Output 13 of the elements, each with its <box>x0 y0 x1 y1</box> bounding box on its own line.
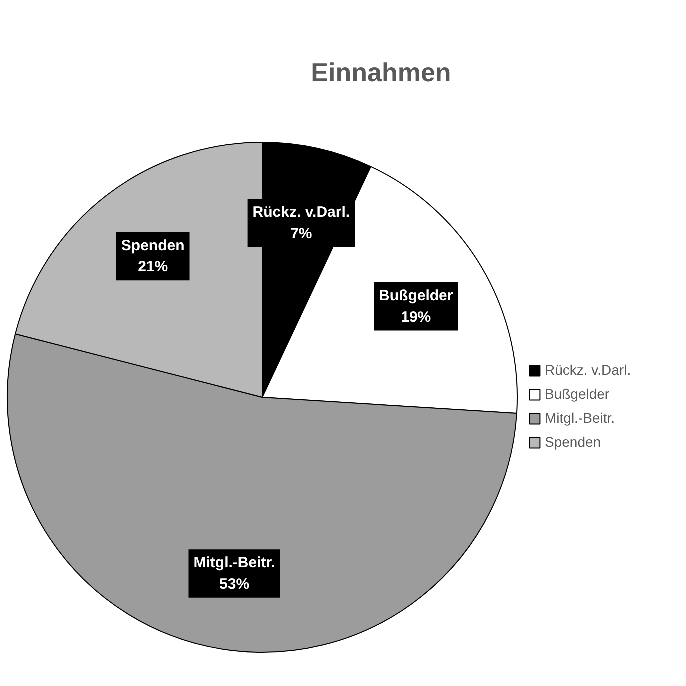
legend-label: Mitgl.-Beitr. <box>545 410 616 426</box>
chart-title: Einnahmen <box>311 58 452 88</box>
slice-label: Spenden <box>121 237 185 254</box>
slice-label: Mitgl.-Beitr. <box>194 554 276 572</box>
legend-label: Spenden <box>545 434 602 450</box>
slice-label: Bußgelder <box>379 288 454 305</box>
data-label: 21% <box>138 258 168 276</box>
slice-label: Rückz. v.Darl. <box>252 204 350 222</box>
data-label: 53% <box>220 576 250 593</box>
legend-label: Bußgelder <box>545 386 610 402</box>
legend-label: Rückz. v.Darl. <box>545 362 632 378</box>
data-label: 19% <box>401 308 432 326</box>
data-label: 7% <box>290 225 312 242</box>
